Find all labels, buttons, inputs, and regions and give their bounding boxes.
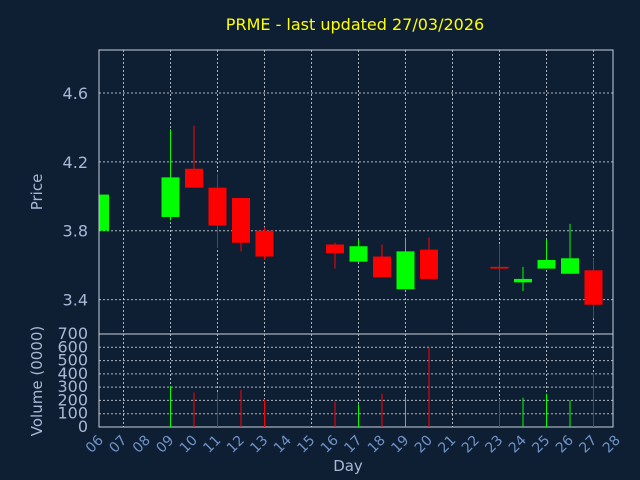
x-tick-label: 06 — [83, 432, 107, 456]
price-axis-label: Price — [28, 174, 46, 211]
x-tick-label: 28 — [600, 433, 624, 457]
candle-body — [100, 194, 109, 231]
candle-body — [514, 278, 532, 283]
x-tick-label: 24 — [506, 432, 530, 456]
candle-body — [561, 258, 579, 274]
volume-y-tick-label: 200 — [57, 390, 88, 409]
volume-y-tick-label: 0 — [78, 417, 88, 436]
candle-body — [420, 249, 438, 279]
price-y-tick-label: 4.6 — [63, 84, 88, 103]
x-tick-label: 27 — [576, 433, 600, 457]
volume-axis-label: Volume (0000) — [28, 326, 46, 436]
x-tick-label: 08 — [130, 433, 154, 457]
x-tick-label: 21 — [435, 433, 459, 457]
x-tick-label: 17 — [341, 433, 365, 457]
volume-y-tick-label: 300 — [57, 377, 88, 396]
volume-y-tick-label: 100 — [57, 404, 88, 423]
x-tick-label: 10 — [177, 433, 201, 457]
candles — [99, 125, 603, 319]
candle-body — [208, 187, 227, 226]
x-tick-label: 18 — [365, 433, 389, 457]
x-tick-label: 20 — [412, 433, 436, 457]
x-tick-label: 13 — [247, 433, 271, 457]
price-y-ticks: 3.4 3.8 4.2 4.6 — [63, 84, 88, 310]
candle-body — [537, 259, 556, 269]
candle-body — [326, 244, 344, 254]
volume-panel-frame — [98, 333, 614, 428]
x-ticks: 06 07 08 09 10 11 12 13 14 15 16 17 18 19 20 21 22 23 24 25… — [83, 432, 624, 456]
candle-body — [232, 198, 250, 243]
candle-body — [161, 177, 180, 217]
price-panel-frame — [98, 49, 614, 335]
candle-body — [396, 251, 415, 290]
candle-body — [584, 270, 603, 305]
x-tick-label: 12 — [224, 433, 248, 457]
x-tick-label: 11 — [200, 433, 224, 457]
price-y-tick-label: 4.2 — [63, 153, 88, 172]
x-tick-label: 23 — [482, 433, 506, 457]
chart-title: PRME - last updated 27/03/2026 — [226, 15, 484, 34]
x-tick-label: 25 — [529, 433, 553, 457]
x-tick-label: 19 — [388, 433, 412, 457]
volume-y-tick-label: 700 — [57, 324, 88, 343]
candle-body — [373, 256, 391, 278]
x-axis-label: Day — [333, 457, 363, 475]
volume-y-tick-label: 400 — [57, 364, 88, 383]
x-tick-label: 26 — [553, 432, 577, 456]
volume-y-tick-label: 500 — [57, 351, 88, 370]
candle-body — [255, 230, 274, 257]
volume-y-tick-label: 600 — [57, 337, 88, 356]
x-tick-label: 22 — [459, 433, 483, 457]
candle-body — [185, 168, 203, 188]
x-tick-label: 07 — [106, 433, 130, 457]
candle-body — [349, 246, 368, 262]
x-tick-label: 16 — [318, 432, 342, 456]
x-tick-label: 15 — [294, 433, 318, 457]
x-tick-label: 09 — [153, 433, 177, 457]
price-y-tick-label: 3.4 — [63, 291, 88, 310]
volume-bars — [170, 347, 594, 427]
candle-body — [490, 266, 509, 269]
x-tick-label: 14 — [271, 432, 295, 456]
price-y-tick-label: 3.8 — [63, 222, 88, 241]
